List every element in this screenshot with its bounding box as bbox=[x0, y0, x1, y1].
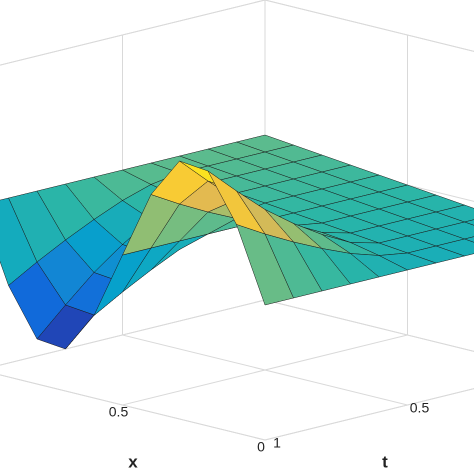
grid-line bbox=[0, 374, 266, 441]
grid-line bbox=[0, 299, 266, 366]
x-tick-label: 0.5 bbox=[109, 404, 129, 420]
grid-line bbox=[122, 334, 408, 406]
x-tick-label: 0 bbox=[257, 439, 265, 455]
y-tick-label: 1 bbox=[273, 435, 281, 451]
labels: x t 0 0.5 0.5 1 bbox=[109, 400, 430, 472]
surface bbox=[0, 134, 474, 350]
box-edge bbox=[264, 299, 474, 352]
grid-line bbox=[0, 0, 266, 66]
box-edge bbox=[264, 0, 474, 52]
grid-line bbox=[264, 388, 474, 441]
y-tick-label: 0.5 bbox=[410, 400, 430, 416]
t-axis-label: t bbox=[382, 452, 388, 471]
box-edge bbox=[0, 0, 266, 66]
x-axis-label: x bbox=[128, 452, 138, 471]
surface-patch bbox=[236, 224, 294, 306]
box-edge bbox=[0, 374, 266, 441]
grid-line bbox=[264, 299, 474, 352]
grid-line bbox=[264, 0, 474, 52]
box-edge bbox=[264, 388, 474, 441]
